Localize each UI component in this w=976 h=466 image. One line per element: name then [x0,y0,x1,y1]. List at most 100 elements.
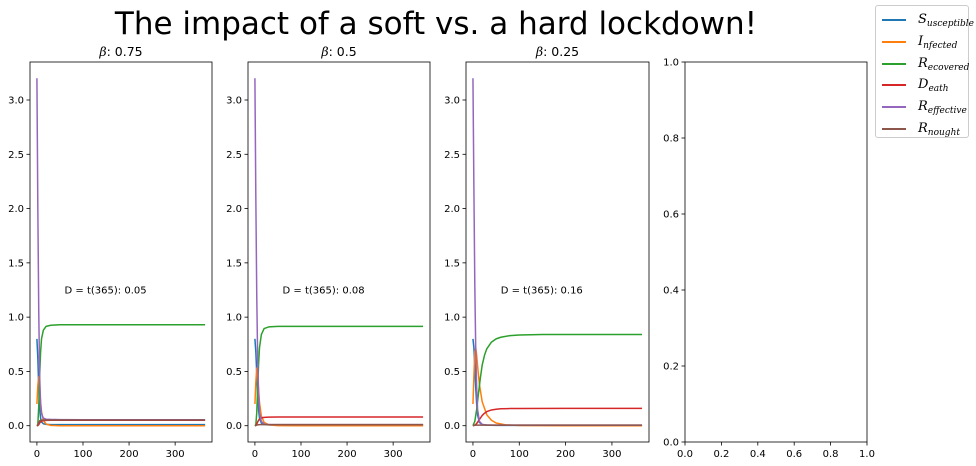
y-tick-label: 0.2 [663,362,679,373]
subplot-2: 0 100 200 300 0.0 0.5 1.0 1.5 2.0 2.5 3.0 β: 0.5 D =… [226,44,431,460]
y-tick-label: 2.0 [444,204,460,215]
x-tick-label: 300 [166,449,185,460]
y-tick-label: 1.5 [444,258,460,269]
legend-label: Reffective [918,97,967,121]
x-tick-label: 200 [338,449,357,460]
y-tick-label: 1.0 [663,58,679,69]
death-annotation: D = t(365): 0.16 [501,286,583,297]
subplot-title-symbol: β [98,44,106,59]
y-tick-label: 0.6 [663,210,679,221]
subplot-title: β: 0.75 [98,44,142,59]
legend-swatch [882,19,906,21]
y-tick-label: 3.0 [226,96,242,107]
legend-label: Infected [918,32,957,56]
subplot-title-symbol: β [320,44,328,59]
legend-label: Death [918,75,949,99]
legend-swatch [882,40,906,43]
x-tick-label: 0.4 [750,449,766,460]
subplot-1: 0 100 200 300 0.0 0.5 1.0 1.5 2.0 2.5 3.0 β: 0.75 D … [8,44,213,460]
series-line-nought [472,424,643,427]
y-tick-label: 1.5 [8,258,24,269]
legend-label: Susceptible [918,10,974,34]
y-tick-label: 3.0 [444,96,460,107]
legend-label-main: R [918,99,928,115]
x-tick-label: 0 [470,449,476,460]
x-tick-label: 300 [384,449,403,460]
axes-frame [465,61,650,443]
subplot-title-value: : 0.5 [329,44,357,59]
series-line-recovered [472,333,643,427]
y-tick-label: 0.0 [226,421,242,432]
y-tick-label: 0.0 [444,421,460,432]
series-line-effective [36,78,206,421]
x-tick-label: 100 [73,449,92,460]
y-tick-label: 2.5 [8,150,24,161]
series-line-infected [254,367,424,427]
death-annotation: D = t(365): 0.05 [65,286,147,297]
y-tick-label: 0.0 [663,438,679,449]
y-tick-label: 0.5 [226,367,242,378]
y-tick-label: 3.0 [8,96,24,107]
legend-label-sub: nfected [923,40,958,51]
y-tick-label: 0.0 [8,421,24,432]
legend-entry: Death [882,75,970,95]
legend-swatch [882,106,906,109]
y-tick-label: 2.0 [8,204,24,215]
x-tick-label: 0 [34,449,40,460]
series-line-nought [254,423,424,427]
subplot-title: β: 0.25 [535,44,579,59]
x-tick-label: 0.6 [786,449,802,460]
y-tick-label: 1.0 [8,313,24,324]
x-tick-label: 0.8 [823,449,839,460]
legend-swatch [882,84,906,87]
y-tick-label: 2.5 [444,150,460,161]
x-tick-label: 200 [120,449,139,460]
y-tick-label: 0.5 [8,367,24,378]
subplot-title-value: : 0.25 [543,44,579,59]
x-tick-label: 0.2 [713,449,729,460]
legend-entry: Rnought [882,119,970,139]
legend-label-sub: effective [927,106,967,117]
series-line-susceptible [36,338,206,426]
y-tick-label: 1.0 [444,313,460,324]
legend-label: Recovered [918,54,969,78]
legend-label-main: S [918,12,927,27]
axes-frame [29,61,213,443]
x-tick-label: 100 [291,449,310,460]
figure-title: The impact of a soft vs. a hard lockdown… [114,6,757,42]
series-line-effective [254,78,424,426]
axes-frame [684,61,868,443]
legend-entry: Reffective [882,97,970,117]
legend-label-main: R [918,121,928,136]
y-tick-label: 0.8 [663,134,679,145]
legend-label-sub: eath [928,84,949,95]
x-tick-label: 300 [602,449,621,460]
legend-label: Rnought [918,119,960,143]
subplot-title-value: : 0.75 [107,44,143,59]
series-line-effective [472,78,643,426]
legend-entry: Susceptible [882,10,974,30]
series-line-infected [472,346,643,427]
legend-entry: Infected [882,32,970,52]
y-tick-label: 2.5 [226,150,242,161]
series-line-susceptible [472,338,643,427]
legend: Susceptible Infected Recovered Death Reffect… [875,5,974,139]
y-tick-label: 0.4 [663,286,679,297]
legend-label-sub: nought [927,128,960,138]
legend-label-main: R [918,55,928,71]
series-line-infected [36,376,206,427]
x-tick-label: 100 [510,449,529,460]
subplot-title: β: 0.5 [320,44,356,59]
series-line-nought [36,419,206,427]
legend-swatch [882,62,906,65]
death-annotation: D = t(365): 0.08 [283,286,365,297]
x-tick-label: 200 [556,449,575,460]
series-line-recovered [36,323,206,427]
x-tick-label: 0 [252,449,258,460]
series-line-susceptible [254,338,424,426]
subplot-title-symbol: β [535,44,543,59]
y-tick-label: 2.0 [226,204,242,215]
y-tick-label: 0.5 [444,367,460,378]
axes-frame [247,61,431,443]
